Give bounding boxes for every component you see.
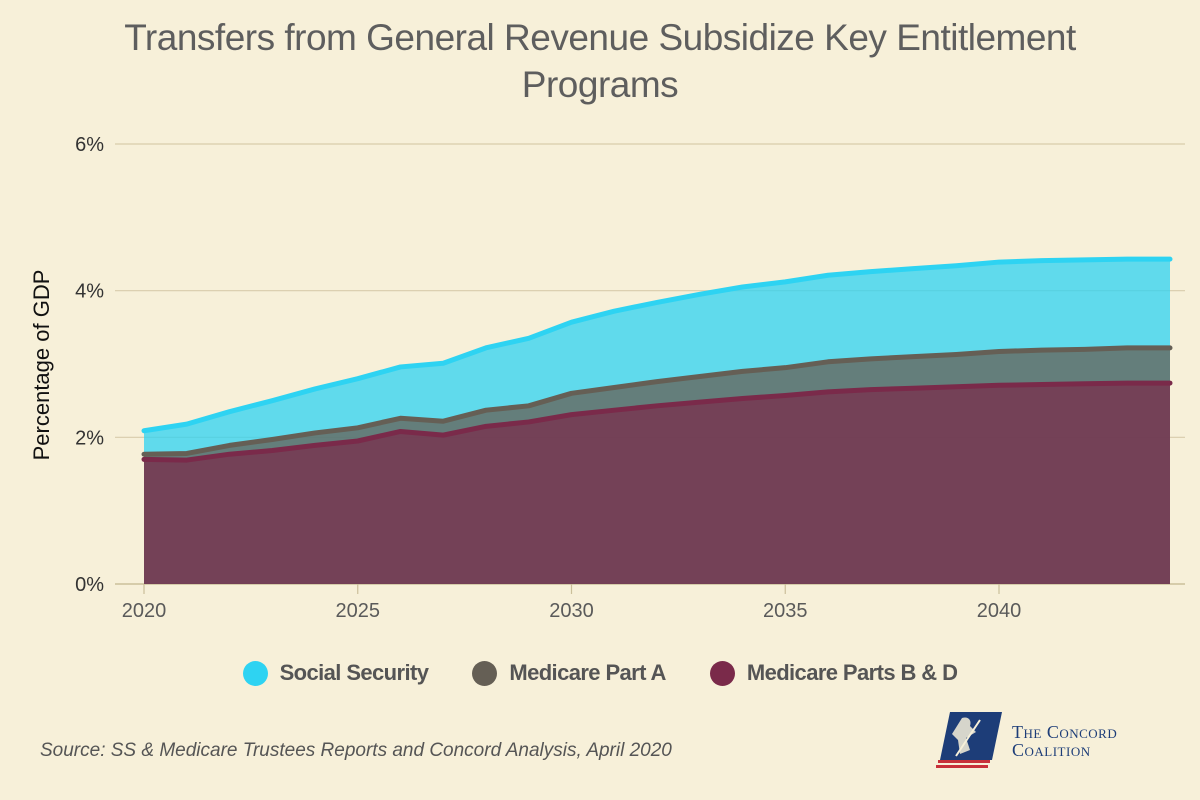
minuteman-emblem-icon xyxy=(936,712,1002,768)
legend: Social Security Medicare Part A Medicare… xyxy=(0,660,1200,686)
x-tick-label: 2025 xyxy=(336,600,381,622)
legend-label: Social Security xyxy=(279,660,429,685)
chart-plot: 0% 2% 4% 6% 2020 2025 2030 2035 2040 Percentage … xyxy=(29,134,1185,622)
legend-item-social-security: Social Security xyxy=(242,660,429,686)
x-tick-label: 2040 xyxy=(977,600,1022,622)
series-line-medicare-parts-b-d xyxy=(141,380,1173,463)
legend-swatch-social-security xyxy=(242,660,268,686)
y-tick-label: 6% xyxy=(75,134,104,156)
x-tick-label: 2030 xyxy=(549,600,594,622)
series-line-medicare-part-a xyxy=(141,345,1173,457)
legend-item-medicare-parts-b-d: Medicare Parts B & D xyxy=(709,660,958,686)
legend-label: Medicare Parts B & D xyxy=(746,660,958,685)
logo-line-1: The Concord xyxy=(1012,722,1118,742)
chart-title: Transfers from General Revenue Subsidize… xyxy=(124,17,1076,105)
y-tick-label: 4% xyxy=(75,281,104,303)
y-tick-label: 2% xyxy=(75,427,104,449)
y-axis-label: Percentage of GDP xyxy=(29,270,54,461)
x-tick-label: 2035 xyxy=(763,600,808,622)
concord-coalition-logo: The Concord Coalition xyxy=(936,710,1156,770)
legend-label: Medicare Part A xyxy=(509,660,666,685)
series-line-social-security xyxy=(141,256,1173,434)
y-tick-label: 0% xyxy=(75,574,104,596)
x-tick-label: 2020 xyxy=(122,600,167,622)
legend-item-medicare-part-a: Medicare Part A xyxy=(472,660,666,686)
source-note: Source: SS & Medicare Trustees Reports a… xyxy=(40,740,672,761)
legend-swatch-medicare-parts-b-d xyxy=(709,660,735,686)
legend-swatch-medicare-part-a xyxy=(472,660,498,686)
logo-line-2: Coalition xyxy=(1012,740,1091,760)
